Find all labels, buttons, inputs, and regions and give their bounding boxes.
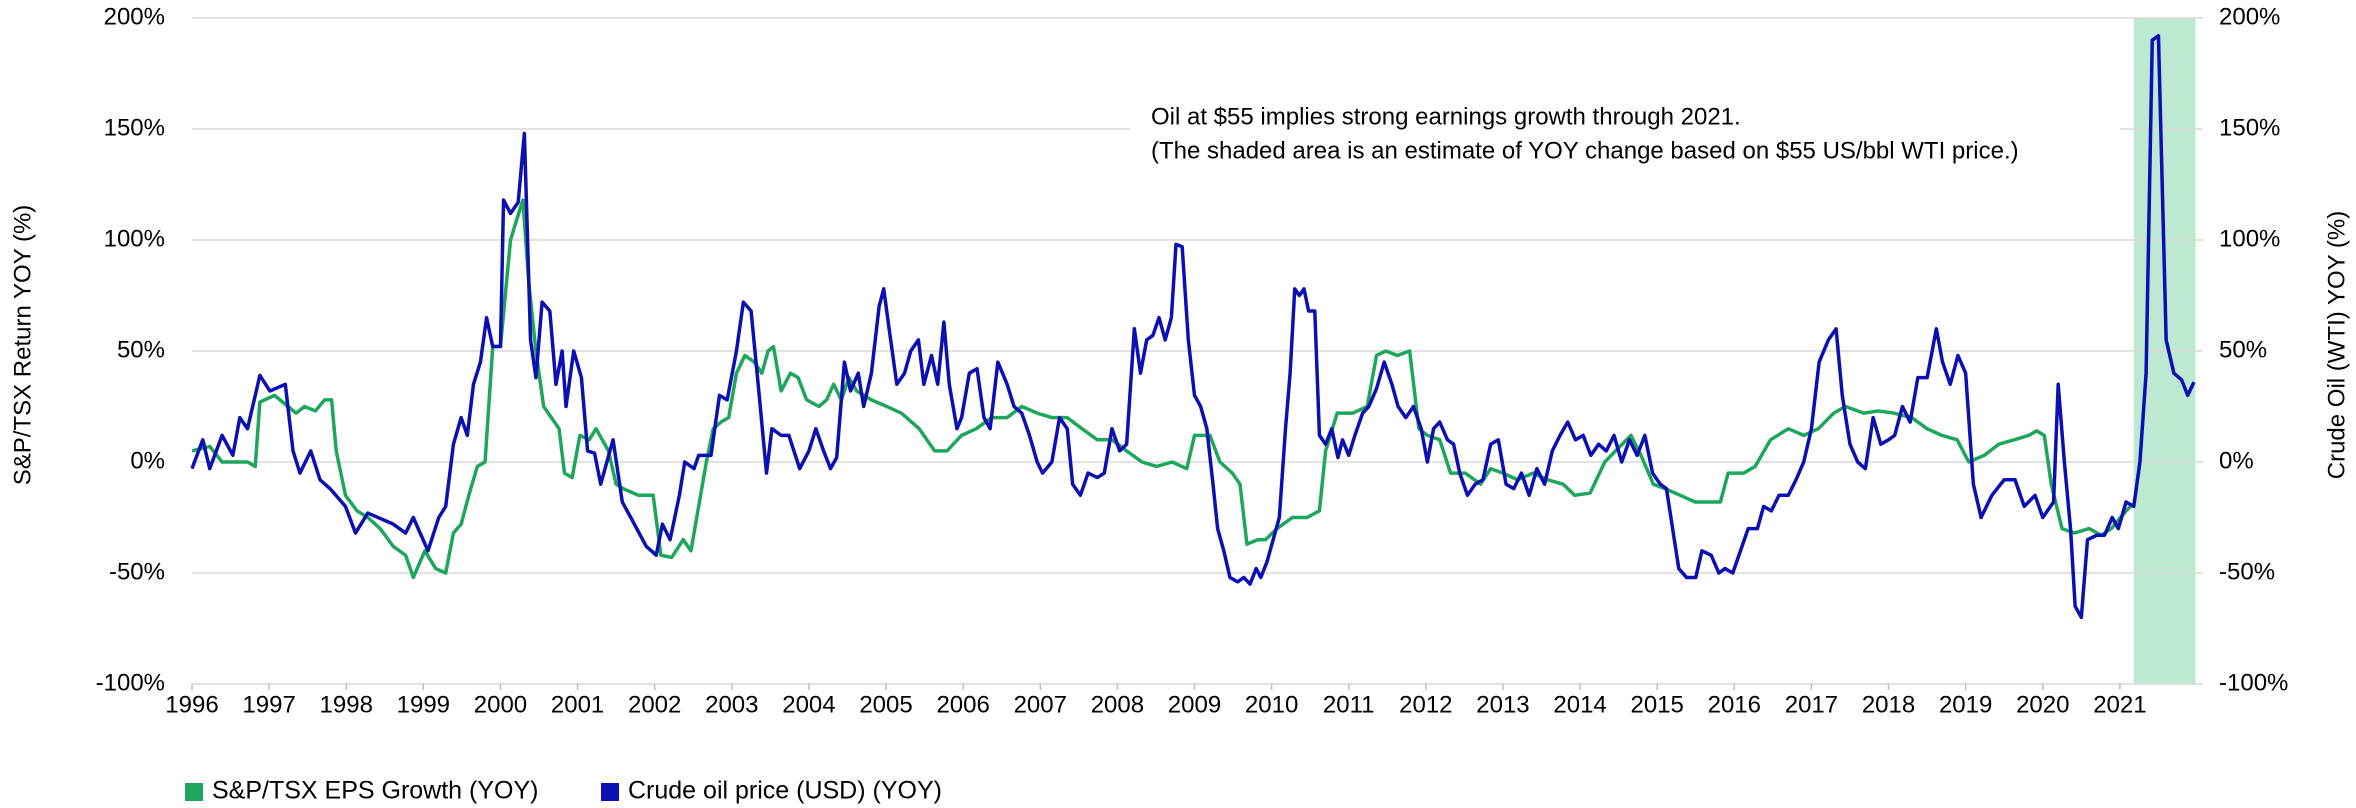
x-tick-label: 2017 (1785, 691, 1838, 718)
annotation-background (1130, 100, 2120, 170)
y-axis-title: S&P/TSX Return YOY (%) (9, 205, 36, 486)
y2-tick-label: 150% (2219, 114, 2280, 141)
y-tick-label: 0% (130, 447, 165, 474)
x-tick-label: 2009 (1168, 691, 1221, 718)
grid-layer: -100% -50% 0% 50% 100% 150% 200% -100% -50% 0% 50%… (96, 3, 2289, 718)
x-tick-label: 2015 (1630, 691, 1683, 718)
x-tick-label: 1998 (320, 691, 373, 718)
x-tick-label: 2004 (782, 691, 835, 718)
x-tick-label: 2005 (859, 691, 912, 718)
x-tick-label: 2012 (1399, 691, 1452, 718)
legend-swatch (601, 783, 619, 801)
annotation-line: Oil at $55 implies strong earnings growt… (1151, 103, 1741, 130)
series-line (191, 198, 2132, 580)
y2-tick-label: 100% (2219, 225, 2280, 252)
x-tick-label: 2019 (1939, 691, 1992, 718)
y-tick-label: -50% (109, 558, 165, 585)
x-tick-label: 2016 (1708, 691, 1761, 718)
legend-label: Crude oil price (USD) (YOY) (628, 777, 942, 805)
y-tick-label: -100% (96, 669, 165, 696)
x-tick-label: 2008 (1091, 691, 1144, 718)
series-line (190, 34, 2196, 620)
x-tick-label: 2013 (1476, 691, 1529, 718)
y-tick-label: 50% (117, 336, 165, 363)
x-tick-label: 2018 (1862, 691, 1915, 718)
x-tick-label: 2014 (1553, 691, 1606, 718)
legend: S&P/TSX EPS Growth (YOY) Crude oil price … (185, 777, 942, 805)
y2-tick-label: 200% (2219, 3, 2280, 30)
x-tick-label: 1997 (242, 691, 295, 718)
y-tick-label: 150% (104, 114, 165, 141)
y2-axis-title: Crude Oil (WTI) YOY (%) (2323, 211, 2350, 479)
y-tick-label: 100% (104, 225, 165, 252)
x-tick-label: 2020 (2016, 691, 2069, 718)
legend-swatch (185, 783, 203, 801)
x-tick-label: 2021 (2093, 691, 2146, 718)
x-tick-label: 2010 (1245, 691, 1298, 718)
y2-tick-label: -50% (2219, 558, 2275, 585)
x-tick-label: 2003 (705, 691, 758, 718)
x-tick-label: 2002 (628, 691, 681, 718)
annotation-line: (The shaded area is an estimate of YOY c… (1151, 137, 2019, 164)
y2-tick-label: 0% (2219, 447, 2254, 474)
x-tick-label: 2007 (1014, 691, 1067, 718)
x-tick-label: 2000 (474, 691, 527, 718)
y2-tick-label: -100% (2219, 669, 2288, 696)
x-tick-label: 1996 (165, 691, 218, 718)
x-tick-label: 2006 (936, 691, 989, 718)
y-tick-label: 200% (104, 3, 165, 30)
x-tick-label: 2001 (551, 691, 604, 718)
x-tick-label: 2011 (1323, 691, 1375, 718)
line-layer (190, 34, 2196, 620)
y2-tick-label: 50% (2219, 336, 2267, 363)
legend-label: S&P/TSX EPS Growth (YOY) (212, 777, 538, 805)
x-tick-label: 1999 (397, 691, 450, 718)
